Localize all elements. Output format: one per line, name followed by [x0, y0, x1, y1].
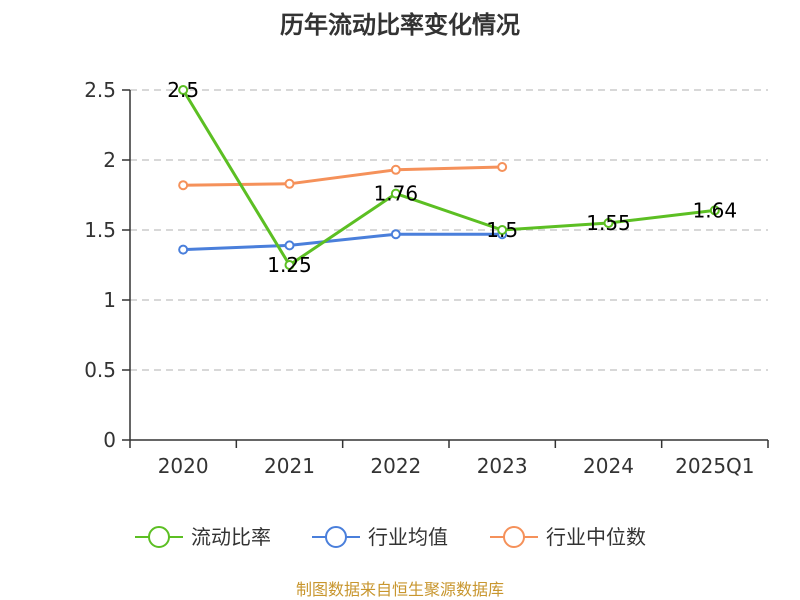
y-tick-label-1: 0.5	[84, 358, 116, 382]
series-0-point-1	[284, 260, 295, 270]
series-layer	[178, 85, 720, 270]
data-label-1: 1.25	[267, 253, 312, 277]
series-1-point-2	[390, 229, 401, 240]
x-tick-label-0: 2020	[158, 454, 209, 478]
series-0-point-4	[603, 218, 614, 228]
series-0-point-5	[709, 205, 720, 216]
legend-item-2: 行业中位数	[490, 525, 646, 549]
series-1	[178, 229, 508, 255]
data-labels: 2.5 1.25 1.76 1.5 1.55 1.64	[167, 78, 737, 277]
legend-label-2: 行业中位数	[546, 525, 646, 549]
series-0-point-3	[497, 225, 508, 235]
series-2-point-1	[284, 178, 295, 189]
legend-label-1: 行业均值	[368, 525, 448, 549]
series-2	[178, 162, 508, 191]
grid-lines	[130, 89, 768, 371]
x-tick-label-4: 2024	[583, 454, 634, 478]
data-label-0: 2.5	[167, 78, 199, 102]
series-0	[178, 85, 720, 270]
data-label-4: 1.55	[586, 211, 631, 235]
legend-marker-1	[325, 526, 347, 548]
legend-marker-2	[503, 526, 525, 548]
y-tick-label-3: 1.5	[84, 218, 116, 242]
chart-title: 历年流动比率变化情况	[280, 11, 520, 39]
x-tick-label-5: 2025Q1	[675, 454, 754, 478]
data-label-3: 1.5	[486, 218, 518, 242]
series-0-point-0	[178, 85, 189, 95]
series-line-1	[183, 232, 503, 252]
x-tick-label-1: 2021	[264, 454, 315, 478]
series-1-point-0	[178, 244, 189, 255]
legend-marker-0	[148, 526, 170, 548]
data-label-2: 1.76	[374, 182, 419, 206]
legend-item-0: 流动比率	[135, 525, 271, 549]
y-tick-label-2: 1	[103, 288, 116, 312]
series-1-point-1	[284, 240, 295, 251]
series-line-0	[181, 89, 716, 267]
axes: 0 0.5 1 1.5 2 2.5 2020 2021 2022 2023 2024 2025Q1	[84, 78, 769, 478]
y-tick-label-5: 2.5	[84, 78, 116, 102]
series-line-2	[183, 165, 503, 187]
series-2-point-0	[178, 180, 189, 191]
series-0-point-2	[390, 188, 401, 199]
y-tick-label-0: 0	[103, 428, 116, 452]
legend-item-1: 行业均值	[312, 525, 448, 549]
series-2-point-2	[390, 164, 401, 175]
legend-label-0: 流动比率	[191, 525, 271, 549]
series-2-point-3	[497, 162, 508, 172]
data-label-5: 1.64	[693, 198, 738, 222]
x-tick-label-3: 2023	[477, 454, 528, 478]
x-tick-label-2: 2022	[370, 454, 421, 478]
y-tick-label-4: 2	[103, 148, 116, 172]
legend: 流动比率 行业均值 行业中位数	[135, 525, 646, 549]
source-note: 制图数据来自恒生聚源数据库	[296, 580, 504, 599]
